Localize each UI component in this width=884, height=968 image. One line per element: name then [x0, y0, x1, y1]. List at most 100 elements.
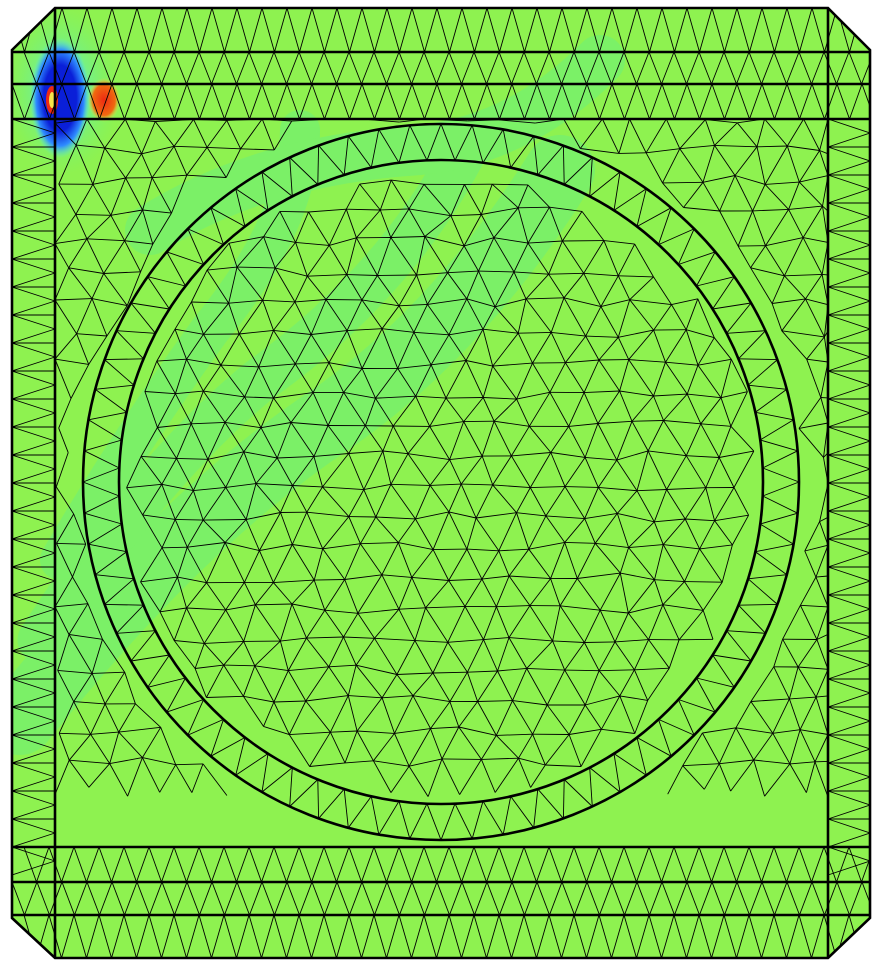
mesh-edge [295, 242, 308, 277]
mesh-edge [449, 881, 463, 916]
mesh-edge [467, 670, 498, 673]
mesh-edge [262, 300, 274, 331]
mesh-edge [313, 579, 326, 611]
mesh-edge [704, 119, 715, 146]
mesh-edge [412, 695, 450, 703]
mesh-edge [629, 118, 647, 153]
mesh-edge [798, 846, 812, 883]
mesh-edge [274, 267, 296, 303]
mesh-edge [459, 759, 482, 795]
mesh-edge [380, 208, 410, 211]
mesh-edge [147, 276, 186, 287]
mesh-edge [461, 914, 475, 958]
mesh-edge [147, 276, 170, 310]
mesh-edge [224, 881, 238, 916]
mesh-edge [12, 356, 56, 372]
mesh-edge [427, 298, 467, 305]
mesh-edge [454, 125, 473, 161]
mesh-edge [361, 275, 378, 301]
mesh-edge [12, 146, 56, 162]
mesh-edge [110, 177, 127, 216]
mesh-edge [161, 458, 177, 485]
mesh-edge [398, 914, 412, 958]
mesh-edge [347, 695, 358, 732]
mesh-edge [82, 481, 120, 497]
mesh-edge [684, 548, 701, 582]
mesh-edge [827, 328, 870, 344]
mesh-edge [206, 269, 230, 304]
mesh-edge [678, 610, 704, 641]
mesh-edge [819, 516, 829, 523]
mesh-edge [147, 677, 186, 688]
mesh-edge [336, 83, 350, 120]
mesh-edge [436, 914, 450, 958]
mesh-edge [12, 720, 56, 736]
mesh-edge [529, 452, 552, 488]
mesh-edge [397, 332, 415, 369]
mesh-edge [782, 638, 799, 668]
mesh-edge [697, 364, 722, 398]
mesh-edge [823, 846, 837, 883]
mesh-edge [202, 487, 227, 521]
mesh-edge [86, 914, 100, 958]
mesh-edge [224, 83, 238, 120]
mesh-edge [496, 605, 530, 608]
mesh-edge [718, 763, 732, 792]
mesh-edge [492, 332, 519, 367]
mesh-edge [175, 763, 204, 766]
mesh-edge [574, 8, 588, 53]
mesh-edge [397, 518, 416, 543]
mesh-edge [408, 765, 429, 797]
mesh-edge [474, 83, 488, 120]
mesh-edge [548, 914, 562, 958]
mesh-edge [811, 83, 825, 120]
mesh-edge [811, 881, 825, 916]
mesh-edge [207, 459, 227, 488]
mesh-edge [548, 51, 562, 85]
mesh-edge [714, 122, 738, 146]
mesh-edge [827, 510, 870, 526]
mesh-edge [12, 398, 56, 414]
mesh-edge [527, 206, 550, 244]
mesh-edge [175, 518, 204, 521]
mesh-edge [348, 450, 383, 454]
mesh-edge [73, 914, 87, 958]
mesh-edge [636, 490, 655, 523]
mesh-edge [243, 604, 256, 642]
mesh-edge [374, 637, 415, 642]
mesh-edge [569, 728, 602, 735]
mesh-edge [248, 51, 262, 85]
mesh-edge [273, 846, 287, 883]
mesh-edge [827, 440, 870, 456]
mesh-edge [496, 733, 533, 736]
contour-band [12, 135, 595, 755]
mesh-edge [585, 335, 619, 338]
mesh-edge [176, 457, 208, 460]
mesh-edge [465, 360, 484, 398]
mesh-edge [360, 542, 399, 545]
mesh-edge [174, 301, 192, 330]
mesh-edge [480, 214, 495, 238]
mesh-edge [786, 8, 800, 53]
mesh-edge [423, 846, 437, 883]
mesh-edge [589, 767, 621, 793]
mesh-edge [762, 481, 800, 497]
mesh-edge [86, 214, 112, 240]
mesh-edge [236, 236, 264, 268]
mesh-edge [142, 177, 153, 211]
mesh-edge [819, 483, 829, 522]
mesh-edge [190, 301, 204, 335]
mesh-edge [498, 51, 512, 85]
mesh-edge [381, 328, 399, 369]
mesh-edge [788, 181, 800, 210]
mesh-edge [426, 123, 442, 161]
mesh-edge [764, 145, 788, 185]
mesh-edge [61, 51, 75, 85]
mesh-edge [408, 208, 426, 237]
mesh-edge [36, 881, 50, 916]
mesh-edge [702, 175, 736, 183]
mesh-edge [584, 487, 599, 519]
mesh-edge [513, 271, 527, 300]
mesh-edge [714, 145, 736, 176]
mesh-edge [836, 51, 850, 85]
